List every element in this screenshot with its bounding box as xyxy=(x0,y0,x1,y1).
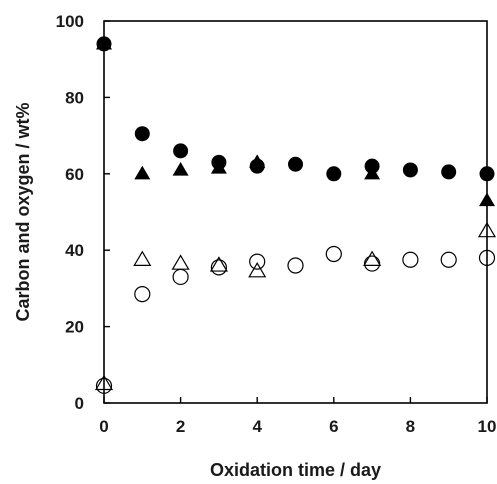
y-tick-label: 60 xyxy=(65,165,84,184)
filled-circle-point-5 xyxy=(288,156,303,172)
y-axis-title: Carbon and oxygen / wt% xyxy=(13,102,33,321)
open-circle-point-9 xyxy=(440,251,457,268)
y-tick-label: 20 xyxy=(65,318,84,337)
x-tick-label: 6 xyxy=(329,417,338,436)
x-tick-label: 4 xyxy=(252,417,262,436)
filled-triangle-point-1 xyxy=(134,165,151,180)
y-tick-label: 40 xyxy=(65,241,84,260)
plot-frame xyxy=(103,20,488,404)
series-2 xyxy=(95,245,496,394)
filled-circle-point-6 xyxy=(326,166,342,182)
filled-circle-point-1 xyxy=(134,126,150,142)
series-0 xyxy=(96,36,495,182)
open-triangle-point-1 xyxy=(133,250,152,266)
open-circle-point-3 xyxy=(210,259,227,276)
filled-circle-point-2 xyxy=(173,143,189,159)
series-3 xyxy=(94,221,497,391)
open-triangle-point-3 xyxy=(209,256,228,272)
open-circle-point-1 xyxy=(134,286,151,303)
filled-circle-point-3 xyxy=(211,154,227,170)
filled-triangle-point-2 xyxy=(172,161,189,176)
axis-ticks xyxy=(103,20,488,404)
y-tick-label: 80 xyxy=(65,88,84,107)
x-tick-label: 0 xyxy=(99,417,108,436)
filled-circle-point-7 xyxy=(364,158,380,174)
filled-circle-point-4 xyxy=(249,158,265,174)
x-axis-title: Oxidation time / day xyxy=(210,460,381,480)
open-triangle-point-5 xyxy=(363,250,382,266)
x-tick-label: 8 xyxy=(406,417,415,436)
open-circle-point-6 xyxy=(325,245,342,263)
x-tick-label: 10 xyxy=(478,417,497,436)
open-circle-point-4 xyxy=(249,253,266,270)
open-triangle-point-4 xyxy=(248,262,267,278)
open-circle-point-2 xyxy=(172,268,189,286)
filled-circle-point-8 xyxy=(402,162,418,178)
x-tick-label: 2 xyxy=(176,417,185,436)
chart-marks xyxy=(94,35,497,394)
filled-circle-point-9 xyxy=(441,164,457,180)
open-circle-point-5 xyxy=(287,257,304,274)
y-tick-label: 0 xyxy=(75,394,84,413)
open-circle-point-7 xyxy=(364,255,381,272)
open-circle-point-8 xyxy=(402,251,419,268)
series-1 xyxy=(96,35,495,207)
open-triangle-point-2 xyxy=(171,254,190,270)
y-tick-label: 100 xyxy=(56,12,84,31)
